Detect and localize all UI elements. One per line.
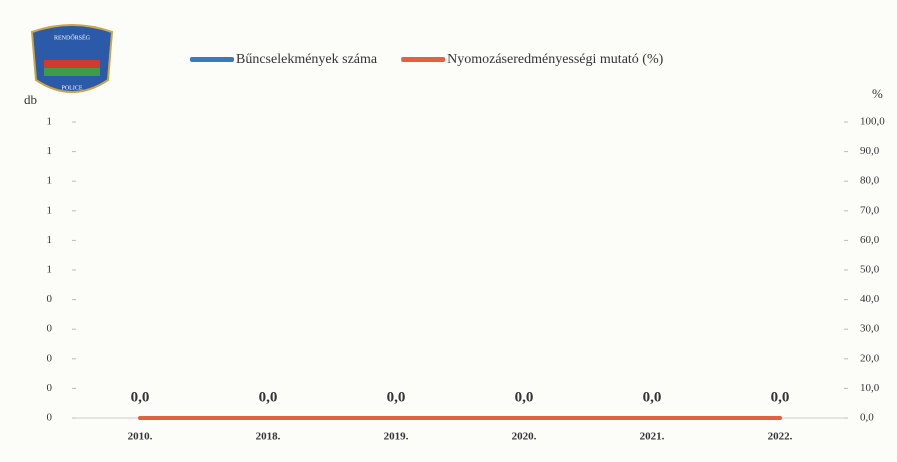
logo-bottom: POLICE [62, 85, 83, 91]
y2-tick-label: 70,0 [860, 204, 880, 216]
y-tick-label: 0 [47, 382, 53, 394]
y-tick-label: 1 [47, 204, 53, 216]
x-tick-label: 2018. [256, 431, 281, 443]
data-label: 0,0 [131, 389, 150, 405]
x-tick-label: 2019. [384, 431, 409, 443]
y-tick-label: 1 [47, 234, 53, 246]
data-label: 0,0 [771, 389, 790, 405]
y2-tick-label: 80,0 [860, 175, 880, 187]
y2-tick-label: 0,0 [860, 412, 874, 424]
legend-label: Bűncselekmények száma [236, 52, 378, 67]
y2-tick-label: 90,0 [860, 145, 880, 157]
y-tick-label: 0 [47, 352, 53, 364]
legend-swatch [401, 57, 446, 62]
y2-tick-label: 10,0 [860, 382, 880, 394]
data-label: 0,0 [387, 389, 406, 405]
y2-tick-label: 50,0 [860, 264, 880, 276]
y-tick-label: 1 [47, 116, 53, 128]
logo-top: RENDŐRSÉG [54, 33, 91, 41]
y-tick-label: 1 [47, 175, 53, 187]
y-tick-label: 0 [47, 412, 53, 424]
x-tick-label: 2020. [512, 431, 537, 443]
legend-swatch [190, 57, 234, 62]
y-tick-label: 0 [47, 323, 53, 335]
x-tick-label: 2021. [640, 431, 665, 443]
data-label: 0,0 [259, 389, 278, 405]
x-tick-label: 2022. [768, 431, 793, 443]
x-tick-label: 2010. [128, 431, 153, 443]
y-tick-label: 1 [47, 264, 53, 276]
legend-label: Nyomozáseredményességi mutató (%) [447, 52, 663, 67]
data-label: 0,0 [643, 389, 662, 405]
y-tick-label: 1 [47, 145, 53, 157]
logo: RENDŐRSÉG POLICE [30, 24, 114, 93]
y2-tick-label: 60,0 [860, 234, 880, 246]
data-label: 0,0 [515, 389, 534, 405]
y2-axis-label: % [872, 86, 883, 101]
y2-tick-label: 40,0 [860, 293, 880, 305]
y2-tick-label: 20,0 [860, 352, 880, 364]
y2-tick-label: 30,0 [860, 323, 880, 335]
y2-tick-label: 100,0 [860, 116, 885, 128]
y-tick-label: 0 [47, 293, 53, 305]
y-axis-label: db [24, 92, 37, 107]
